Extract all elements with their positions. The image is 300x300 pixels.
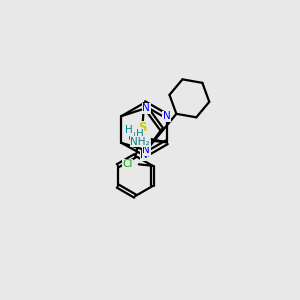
Text: N: N — [142, 103, 150, 113]
Text: 2: 2 — [145, 137, 151, 146]
Text: N: N — [140, 150, 148, 161]
Text: S: S — [138, 122, 147, 134]
Text: Cl: Cl — [122, 159, 133, 169]
Text: N: N — [163, 111, 171, 121]
Text: S: S — [138, 122, 147, 134]
Text: N: N — [142, 103, 150, 113]
Text: NH₂: NH₂ — [130, 137, 150, 147]
Text: N: N — [163, 111, 171, 121]
Text: NH: NH — [128, 132, 143, 142]
Text: N: N — [142, 146, 150, 155]
Text: H: H — [136, 129, 144, 139]
Text: H: H — [125, 125, 133, 136]
Text: N: N — [142, 146, 150, 155]
Text: N: N — [140, 150, 148, 161]
Text: Cl: Cl — [122, 159, 133, 169]
